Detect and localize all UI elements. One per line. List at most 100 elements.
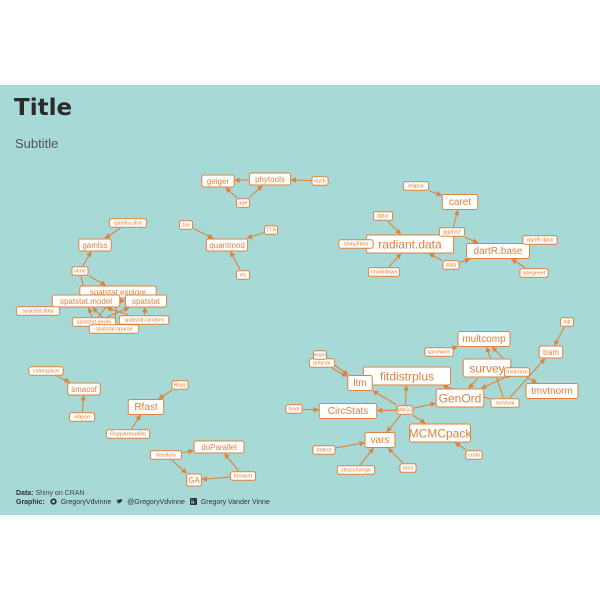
node-multcomp: multcomp — [457, 331, 511, 347]
node-data: data — [442, 260, 460, 270]
twitter-icon — [116, 499, 123, 504]
node-gamlss: gamlss — [78, 238, 112, 252]
node-box — [399, 463, 417, 473]
node-box — [118, 315, 170, 325]
node-box — [490, 398, 520, 408]
edge-foreach-ga — [201, 476, 230, 482]
plot-panel: Title Subtitle geiger phytools ape ouch quan… — [0, 85, 600, 515]
edge-ggplot2-caret — [452, 209, 460, 227]
page-title: Title — [14, 95, 73, 121]
node-label: TTR — [266, 228, 277, 234]
edge-ttr-quantmod — [246, 232, 264, 240]
node-smacof: smacof — [67, 382, 101, 396]
node-sprandom: spatstat.random — [118, 315, 170, 325]
node-box — [538, 345, 564, 359]
node-box — [178, 220, 194, 230]
edge-coda-mcmcpack — [454, 442, 467, 451]
edge-xts-quantmod — [230, 251, 241, 271]
edge-rcpparmadillo-rfast — [131, 414, 141, 430]
graphic-credit-line: Graphic: GregoryVdvinne @GregoryVdvinne … — [16, 498, 270, 507]
github-icon — [50, 498, 57, 505]
node-label: spatstat.explore — [90, 288, 147, 297]
edge-rcpp-rfast — [158, 389, 173, 399]
node-box — [263, 225, 279, 235]
edge-mass-mcmcpack — [412, 414, 426, 424]
node-shinyfiles: shinyFiles — [338, 239, 374, 249]
node-box — [338, 239, 374, 249]
node-label: Rfast — [134, 402, 158, 413]
node-box — [88, 324, 140, 334]
node-radiant: radiant.data — [365, 234, 455, 254]
node-polycor: polycor — [308, 358, 336, 368]
node-circstats: CircStats — [318, 403, 378, 419]
edge-ouch-phytools — [290, 177, 311, 183]
node-nlme: nlme — [71, 266, 89, 276]
node-box — [235, 270, 251, 280]
edge-zoo-quantmod — [193, 228, 214, 239]
node-box — [559, 317, 575, 327]
node-spstat: spatstat — [124, 294, 168, 308]
node-msm: msm — [312, 350, 328, 360]
node-box — [519, 268, 549, 278]
node-label: strucchange — [341, 468, 371, 474]
node-xts: xts — [235, 270, 251, 280]
edge-survival-tram — [509, 358, 546, 399]
node-vars: vars — [364, 432, 396, 448]
node-coda: coda — [465, 450, 483, 460]
edge-data-radiant — [428, 253, 443, 261]
edge-sandwich-multcomp — [451, 345, 458, 351]
edge-mass-genord — [413, 401, 437, 409]
edge-rlib-vars — [335, 440, 365, 449]
node-spdata: spatstat.data — [15, 306, 61, 316]
node-label: nlme — [74, 269, 86, 275]
edge-mass-ltm — [372, 390, 397, 406]
data-source: Shiny on CRAN — [35, 490, 85, 497]
node-label: ape — [238, 201, 247, 207]
node-box — [149, 450, 183, 460]
node-box — [229, 471, 257, 481]
edge-mass-fitdistrplus — [403, 385, 409, 405]
node-label: gamlss.dist — [114, 221, 142, 227]
node-box — [285, 404, 303, 414]
node-label: mlt — [563, 320, 571, 326]
node-label: ellipse — [408, 184, 424, 190]
node-label: dartR.base — [474, 246, 523, 257]
node-sandwich: sandwich — [424, 347, 454, 357]
node-adegenet: adegenet — [519, 268, 549, 278]
edge-sprandom-spstat — [142, 307, 148, 315]
node-label: coda — [468, 453, 481, 459]
node-box — [372, 211, 394, 221]
node-mcmcpack: MCMCpack — [409, 423, 472, 443]
edge-boot-circstats — [303, 406, 320, 413]
node-box — [367, 267, 401, 277]
edge-dplyr-radiant — [387, 220, 401, 235]
edge-ape-geiger — [225, 187, 238, 199]
node-box — [105, 429, 151, 439]
graphic-label: Graphic: — [16, 499, 45, 506]
edge-ggplot2-dartr — [464, 236, 479, 244]
node-box — [311, 176, 329, 186]
node-fitdistrplus: fitdistrplus — [362, 366, 452, 386]
node-label: spatstat.random — [124, 318, 164, 324]
node-box — [235, 198, 251, 208]
node-survival: survival — [490, 398, 520, 408]
node-mlt: mlt — [559, 317, 575, 327]
node-box — [108, 218, 148, 228]
node-box — [28, 366, 64, 376]
node-phytools: phytools — [248, 172, 292, 186]
node-box — [402, 181, 430, 191]
node-mvtnorm: mvtnorm — [503, 367, 531, 377]
edge-mvtnorm-tmvtnorm — [526, 376, 538, 383]
node-label: colorspace — [33, 369, 60, 375]
node-label: spatstat.data — [22, 309, 54, 315]
node-tram: tram — [538, 345, 564, 359]
node-dartr: dartR.base — [466, 243, 530, 259]
node-label: dplyr — [377, 214, 389, 220]
node-label: dartR.data — [527, 238, 554, 244]
node-survey: survey — [462, 358, 512, 378]
node-ga: GA — [186, 473, 202, 487]
node-rcpparmadillo: RcppArmadillo — [105, 429, 151, 439]
node-box — [435, 388, 485, 408]
node-box — [466, 243, 530, 259]
node-label: urca — [403, 466, 415, 472]
